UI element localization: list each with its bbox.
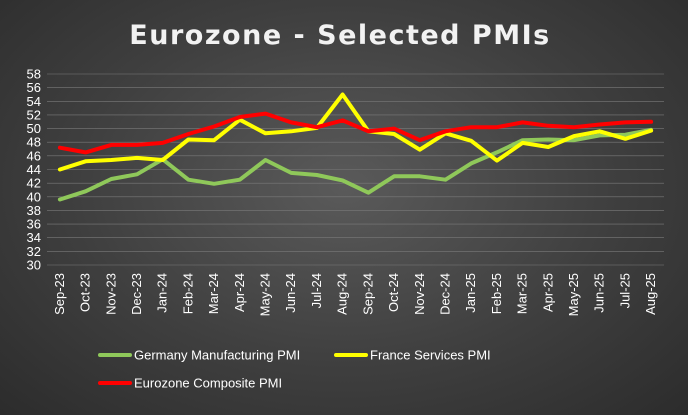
y-tick-label: 50 [27,121,41,136]
x-tick-label: Feb-24 [180,273,195,314]
y-tick-label: 58 [27,67,41,82]
x-tick-label: Mar-24 [206,273,221,314]
x-tick-label: Jun-24 [283,273,298,313]
x-tick-label: Jun-25 [592,273,607,313]
x-tick-label: May-25 [566,273,581,316]
x-tick-label: Jan-24 [155,273,170,313]
y-tick-label: 30 [27,258,41,273]
x-tick-label: Oct-24 [386,273,401,312]
x-tick-label: Sep-24 [360,273,375,315]
y-tick-label: 52 [27,107,41,122]
x-tick-label: Dec-24 [437,273,452,315]
x-tick-label: May-24 [258,273,273,316]
legend-label: Germany Manufacturing PMI [134,348,300,363]
legend-label: Eurozone Composite PMI [134,376,282,391]
y-tick-label: 34 [27,230,41,245]
x-tick-label: Aug-24 [335,273,350,315]
x-tick-label: Nov-24 [412,273,427,315]
x-tick-label: Jul-25 [617,273,632,308]
x-tick-label: Jul-24 [309,273,324,308]
x-tick-label: Apr-25 [540,273,555,312]
y-tick-label: 46 [27,148,41,163]
y-tick-label: 54 [27,94,41,109]
x-tick-label: Sep-23 [52,273,67,315]
legend-label: France Services PMI [370,348,491,363]
chart-title: Eurozone - Selected PMIs [129,20,550,51]
y-tick-label: 44 [27,162,41,177]
y-tick-label: 36 [27,217,41,232]
x-tick-label: Feb-25 [489,273,504,314]
y-tick-label: 32 [27,244,41,259]
y-tick-label: 42 [27,176,41,191]
x-axis: Sep-23 Oct-23 Nov-23 Dec-23 Jan-24 Feb-24 Mar-… [52,273,658,316]
series-line-3 [57,111,654,155]
series-lines [57,92,654,202]
legend: Germany Manufacturing PMI France Services… [98,348,491,391]
x-tick-label: Jan-25 [463,273,478,313]
series-line-2 [57,92,654,172]
y-tick-label: 48 [27,135,41,150]
y-tick-label: 38 [27,203,41,218]
series-line-1 [57,127,654,202]
x-tick-label: Nov-23 [103,273,118,315]
x-tick-label: Mar-25 [515,273,530,314]
x-tick-label: Apr-24 [232,273,247,312]
x-tick-label: Dec-23 [129,273,144,315]
y-tick-label: 40 [27,189,41,204]
x-tick-label: Oct-23 [78,273,93,312]
y-tick-label: 56 [27,80,41,95]
x-tick-label: Aug-25 [643,273,658,315]
gridlines [47,73,664,266]
